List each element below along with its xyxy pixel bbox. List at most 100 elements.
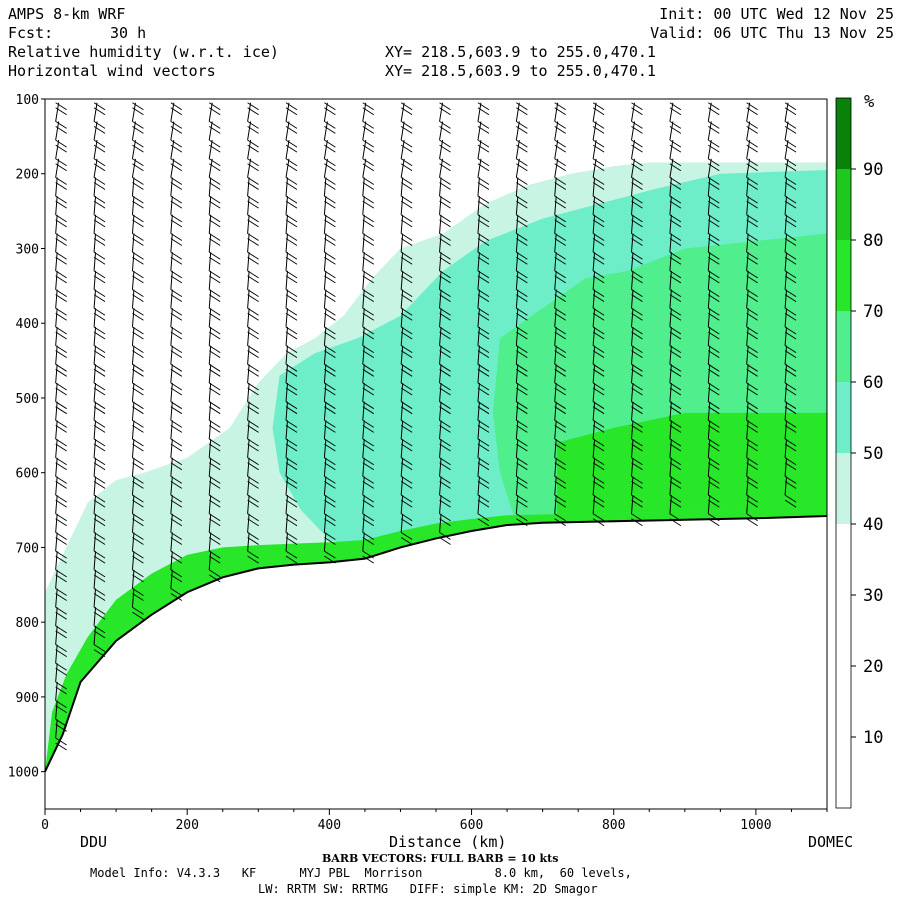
barb-flag bbox=[516, 387, 528, 396]
barb-shaft bbox=[285, 401, 288, 421]
barb-flag bbox=[784, 158, 797, 167]
barb-flag bbox=[746, 368, 758, 377]
barb-flag bbox=[708, 219, 720, 228]
barb-shaft bbox=[439, 382, 442, 402]
barb-shaft bbox=[55, 308, 58, 327]
barb-flag bbox=[170, 350, 183, 359]
barb-flag bbox=[592, 312, 605, 321]
barb-flag bbox=[400, 518, 413, 527]
barb-flag bbox=[247, 443, 259, 452]
barb-flag bbox=[592, 368, 605, 377]
barb-flag bbox=[477, 219, 490, 228]
barb-flag bbox=[439, 537, 451, 545]
barb-flag bbox=[132, 200, 144, 209]
barb-shaft bbox=[439, 121, 444, 141]
barb-flag bbox=[324, 219, 336, 228]
barb-flag bbox=[516, 121, 528, 129]
barb-flag bbox=[208, 387, 221, 396]
barb-flag bbox=[669, 121, 682, 129]
barb-flag bbox=[132, 611, 144, 620]
barb-shaft bbox=[784, 401, 788, 421]
barb-flag bbox=[362, 331, 375, 340]
barb-shaft bbox=[55, 644, 58, 664]
barb-flag bbox=[93, 644, 106, 652]
barb-flag bbox=[746, 102, 758, 111]
barb-shaft bbox=[208, 252, 212, 271]
barb-flag bbox=[708, 331, 720, 340]
barb-shaft bbox=[247, 289, 250, 309]
barb-shaft bbox=[439, 177, 442, 197]
x-tick-label: 1000 bbox=[740, 818, 771, 833]
barb-shaft bbox=[746, 252, 749, 271]
barb-flag bbox=[362, 200, 375, 209]
barb-shaft bbox=[323, 364, 327, 384]
barb-shaft bbox=[362, 308, 365, 327]
barb-shaft bbox=[592, 308, 596, 327]
barb-shaft bbox=[93, 270, 97, 290]
barb-flag bbox=[132, 606, 144, 615]
colorbar-swatch bbox=[836, 595, 851, 666]
barb-shaft bbox=[323, 439, 327, 458]
barb-flag bbox=[516, 350, 528, 359]
barb-flag bbox=[208, 139, 221, 148]
barb-flag bbox=[554, 499, 566, 508]
barb-shaft bbox=[631, 196, 634, 215]
barb-flag bbox=[439, 158, 451, 167]
barb-flag bbox=[324, 102, 336, 111]
barb-flag bbox=[247, 219, 259, 228]
barb-flag bbox=[285, 158, 298, 167]
barb-shaft bbox=[208, 364, 212, 384]
y-tick-label: 600 bbox=[16, 467, 39, 482]
barb-flag bbox=[669, 102, 682, 111]
barb-shaft bbox=[208, 476, 212, 496]
barb-flag bbox=[477, 443, 490, 452]
barb-flag bbox=[285, 481, 298, 489]
barb-flag bbox=[93, 537, 106, 545]
barb-shaft bbox=[362, 140, 367, 159]
barb-shaft bbox=[170, 214, 173, 234]
barb-shaft bbox=[515, 476, 519, 496]
barb-shaft bbox=[554, 177, 557, 197]
barb-shaft bbox=[55, 233, 58, 253]
barb-flag bbox=[784, 219, 797, 228]
barb-flag bbox=[55, 443, 67, 452]
barb-flag bbox=[247, 368, 259, 377]
barb-shaft bbox=[285, 252, 288, 271]
barb-shaft bbox=[784, 158, 789, 178]
init-time: Init: 00 UTC Wed 12 Nov 25 bbox=[659, 5, 894, 23]
barb-flag bbox=[592, 219, 605, 228]
barb-shaft bbox=[362, 382, 365, 402]
barb-flag bbox=[477, 102, 490, 111]
barb-shaft bbox=[93, 252, 97, 271]
barb-shaft bbox=[323, 326, 327, 346]
barb-shaft bbox=[746, 439, 749, 458]
barb-flag bbox=[669, 481, 682, 489]
barb-flag bbox=[784, 182, 797, 190]
barb-flag bbox=[55, 158, 67, 167]
barb-flag bbox=[784, 312, 797, 321]
x-tick-label: 800 bbox=[602, 818, 625, 833]
barb-flag bbox=[554, 350, 566, 359]
barb-shaft bbox=[170, 569, 173, 589]
barb-flag bbox=[170, 256, 183, 265]
barb-flag bbox=[93, 200, 106, 209]
barb-flag bbox=[554, 256, 566, 265]
barb-shaft bbox=[631, 420, 634, 440]
barb-flag bbox=[746, 219, 758, 228]
barb-shaft bbox=[285, 326, 288, 346]
barb-flag bbox=[55, 331, 67, 340]
barb-shaft bbox=[131, 326, 135, 346]
barb-shaft bbox=[631, 476, 634, 496]
barb-flag bbox=[439, 219, 451, 228]
barb-flag bbox=[477, 200, 490, 209]
barb-shaft bbox=[131, 439, 135, 458]
barb-flag bbox=[592, 182, 605, 190]
barb-shaft bbox=[285, 382, 288, 402]
barb-flag bbox=[516, 256, 528, 265]
barb-flag bbox=[93, 238, 106, 246]
barb-shaft bbox=[131, 140, 136, 159]
barb-shaft bbox=[131, 177, 135, 197]
barb-shaft bbox=[707, 457, 711, 477]
barb-flag bbox=[170, 555, 183, 564]
barb-flag bbox=[746, 238, 758, 246]
